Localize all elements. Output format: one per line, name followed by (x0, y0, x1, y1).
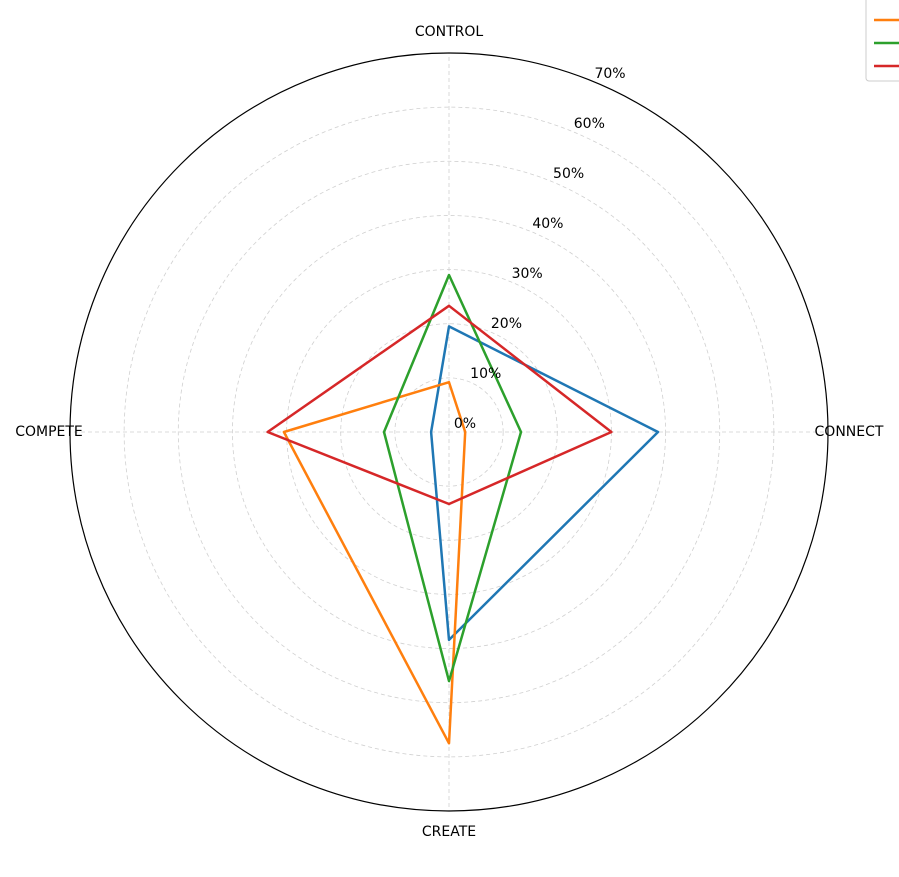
y-tick-label: 70% (594, 66, 625, 82)
y-tick-label: 20% (491, 316, 522, 332)
y-tick-label: 30% (512, 266, 543, 282)
y-tick-label: 10% (470, 366, 501, 382)
y-tick-label: 0% (454, 416, 476, 432)
category-label: COMPETE (15, 424, 83, 440)
category-label: CONTROL (415, 24, 484, 40)
outer-ring (69, 52, 829, 812)
category-label: CREATE (422, 824, 476, 840)
y-tick-label: 60% (574, 116, 605, 132)
grid-ring (232, 215, 666, 649)
y-tick-label: 50% (553, 166, 584, 182)
series-line (282, 380, 467, 745)
y-tick-label: 40% (532, 216, 563, 232)
legend-box (865, 0, 899, 82)
category-label: CONNECT (815, 424, 884, 440)
series-line (266, 304, 613, 506)
series-line (429, 325, 660, 642)
series-line (382, 273, 523, 683)
grid-ring (177, 160, 721, 704)
grid-ring (394, 377, 504, 487)
